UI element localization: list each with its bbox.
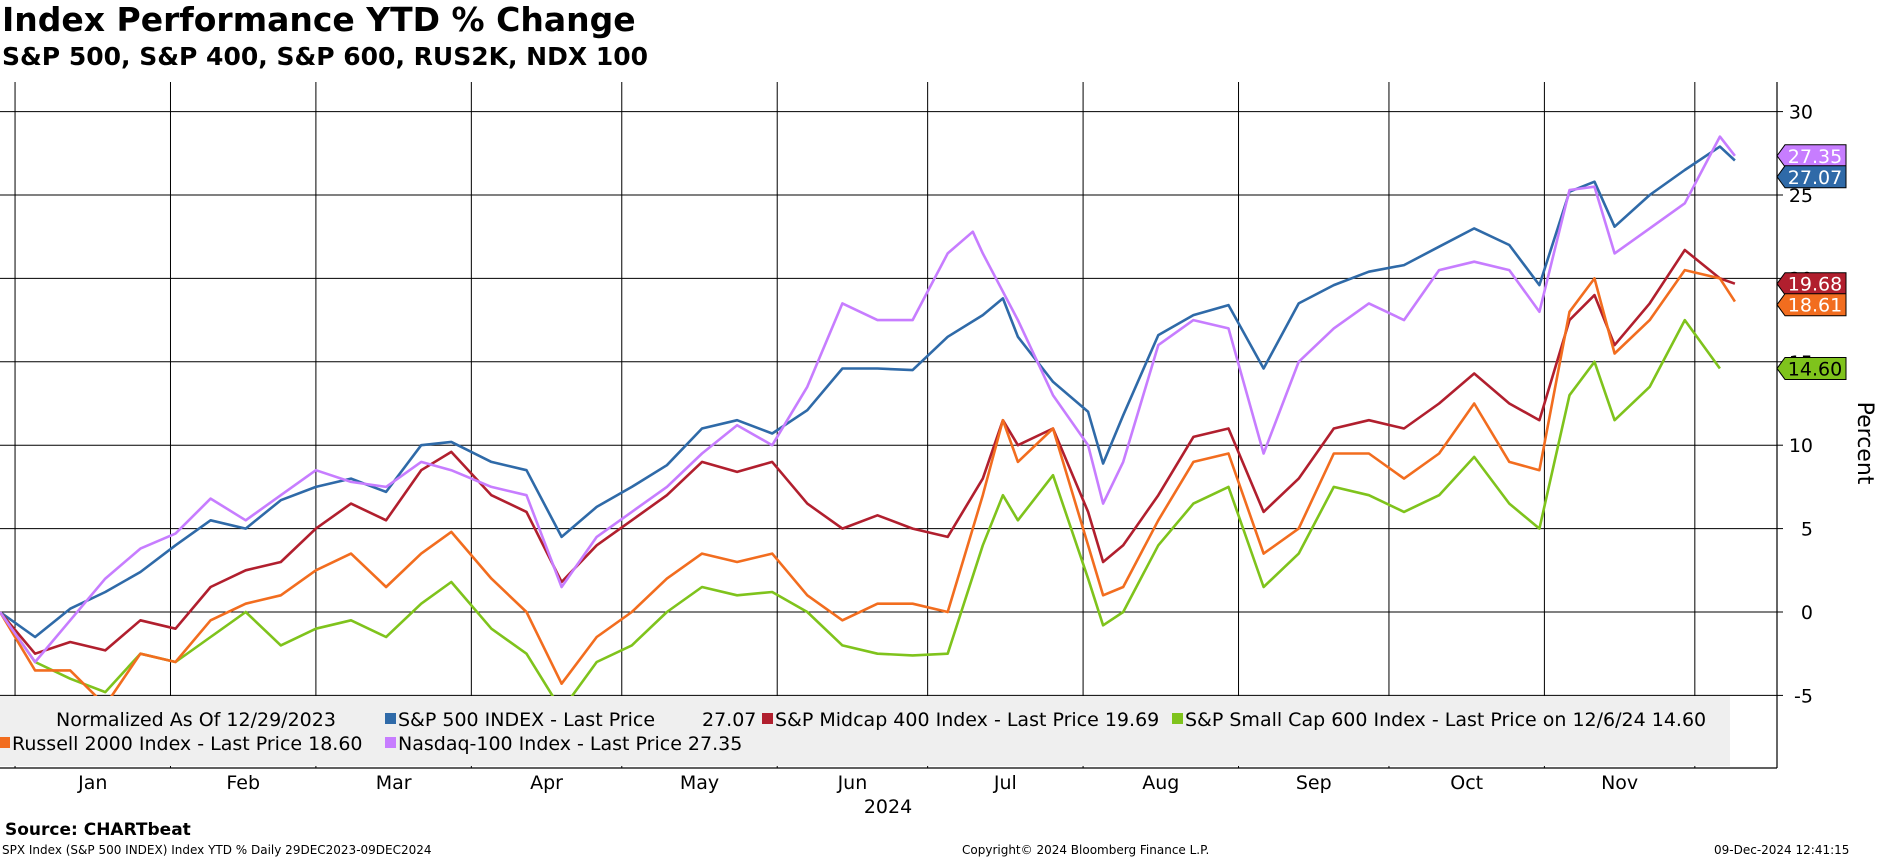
timestamp-note: 09-Dec-2024 12:41:15 [1714,843,1850,857]
end-tag-label: 19.68 [1788,274,1842,296]
legend-label: S&P Small Cap 600 Index - Last Price on … [1185,709,1706,731]
end-tag-label: 14.60 [1788,358,1842,380]
end-value-tag: 14.60 [1776,356,1847,380]
chart-title: Index Performance YTD % Change [2,0,636,39]
copyright-note: Copyright© 2024 Bloomberg Finance L.P. [962,843,1210,857]
x-axis-label: 2024 [864,796,912,818]
series-line [0,268,1736,707]
x-tick-label: Jul [993,772,1017,794]
axes: -5051015202530PercentJanFebMarAprMayJunJ… [0,82,1877,818]
grid [0,82,1777,768]
series-line [0,145,1736,639]
series-lines [0,135,1736,712]
x-tick-label: Sep [1296,772,1332,794]
end-tag-shape [1776,165,1847,189]
x-tick-label: Mar [376,772,412,794]
y-tick-label: 30 [1789,102,1813,124]
y-tick-label: 5 [1801,519,1813,541]
end-tag-label: 27.07 [1788,167,1842,189]
end-tag-shape [1776,293,1847,317]
end-tag-shape [1776,356,1847,380]
legend: Normalized As Of 12/29/2023 S&P 500 INDEX… [0,696,1730,766]
series-line [0,135,1736,664]
legend-note: Normalized As Of 12/29/2023 [56,709,336,731]
chart-subtitle: S&P 500, S&P 400, S&P 600, RUS2K, NDX 10… [2,42,649,71]
legend-swatch [1172,713,1183,724]
legend-swatch [0,737,10,748]
x-tick-label: Oct [1450,772,1483,794]
y-tick-label: -5 [1794,685,1813,707]
end-value-tag: 27.35 [1776,144,1847,168]
legend-swatch [762,713,773,724]
x-tick-label: Nov [1601,772,1638,794]
end-value-tag: 18.61 [1776,293,1847,317]
end-tag-shape [1776,272,1847,296]
x-tick-label: Jun [837,772,868,794]
end-value-tag: 27.07 [1776,165,1847,189]
series-line [0,248,1736,655]
x-tick-label: Aug [1142,772,1179,794]
end-tag-shape [1776,144,1847,168]
legend-swatch [385,737,396,748]
end-tag-label: 18.61 [1788,295,1842,317]
legend-box [0,696,1730,766]
legend-swatch [385,713,396,724]
end-value-tag: 19.68 [1776,272,1847,296]
legend-label: S&P 500 INDEX - Last Price [398,709,655,731]
end-tag-label: 27.35 [1788,146,1842,168]
source-note: Source: CHARTbeat [5,820,191,840]
x-tick-label: Feb [226,772,260,794]
y-tick-label: 25 [1789,185,1813,207]
legend-label: S&P Midcap 400 Index - Last Price 19.69 [775,709,1159,731]
y-tick-label: 0 [1801,602,1813,624]
y-axis-label: Percent [1852,402,1877,485]
series-line [0,318,1721,712]
x-tick-label: May [680,772,719,794]
x-tick-label: Jan [77,772,107,794]
legend-value: 27.07 [702,709,756,731]
legend-label: Nasdaq-100 Index - Last Price 27.35 [398,733,742,755]
ticker-note: SPX Index (S&P 500 INDEX) Index YTD % Da… [2,843,432,857]
legend-label: Russell 2000 Index - Last Price 18.60 [12,733,363,755]
x-tick-label: Apr [530,772,563,794]
y-tick-label: 10 [1789,435,1813,457]
